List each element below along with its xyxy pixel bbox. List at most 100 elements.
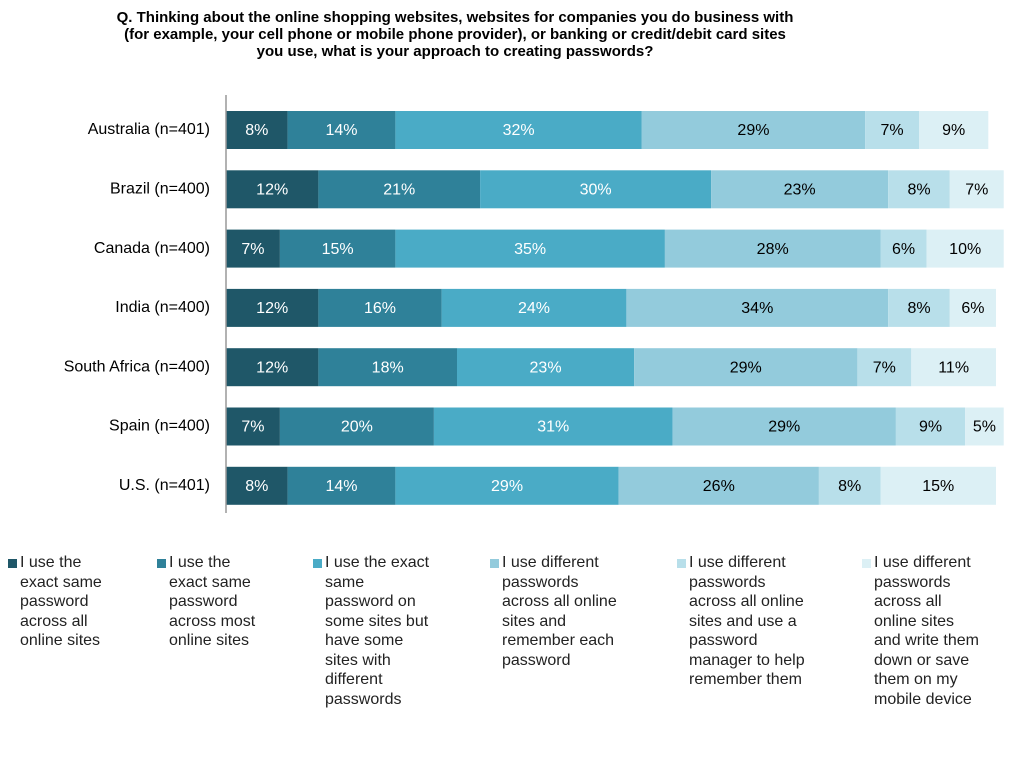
- chart-title: Q. Thinking about the online shopping we…: [116, 9, 794, 60]
- data-label: 12%: [256, 300, 288, 317]
- data-label: 10%: [949, 241, 981, 258]
- bar-segment: [618, 466, 819, 505]
- y-tick-label: South Africa (n=400): [64, 358, 210, 375]
- bar-segment: [949, 170, 1004, 209]
- bar-segment: [226, 407, 280, 446]
- legend-swatch: [862, 559, 871, 568]
- data-label: 16%: [364, 300, 396, 317]
- bar-segment: [395, 466, 619, 505]
- legend-swatch: [157, 559, 166, 568]
- bar-segment: [926, 229, 1004, 268]
- bar-segment: [888, 288, 950, 327]
- data-label: 35%: [514, 241, 546, 258]
- bar-segment: [287, 466, 396, 505]
- data-label: 15%: [922, 478, 954, 495]
- bar-segment: [279, 229, 396, 268]
- bar-segment: [818, 466, 881, 505]
- legend-swatch: [677, 559, 686, 568]
- data-label: 23%: [530, 359, 562, 376]
- data-label: 8%: [907, 182, 930, 199]
- data-label: 7%: [241, 241, 264, 258]
- data-label: 7%: [873, 359, 896, 376]
- bar-segment: [226, 170, 319, 209]
- bar-segment: [634, 348, 858, 387]
- data-label: 9%: [942, 122, 965, 139]
- data-label: 7%: [880, 122, 903, 139]
- legend-label: I use different passwords across all onl…: [502, 554, 617, 669]
- legend-label: I use different passwords across all onl…: [689, 554, 805, 688]
- bar-segment: [919, 111, 989, 149]
- bar-segment: [880, 229, 927, 268]
- data-label: 30%: [580, 182, 612, 199]
- legend-swatch: [8, 559, 17, 568]
- legend-item: I use the exact same password on some si…: [313, 553, 435, 709]
- bar-segment: [911, 348, 996, 387]
- bar-segment: [895, 407, 966, 446]
- legend-label: I use the exact same password on some si…: [325, 554, 430, 708]
- bar-segment: [279, 407, 434, 446]
- data-label: 29%: [768, 419, 800, 436]
- data-label: 20%: [341, 419, 373, 436]
- data-label: 14%: [325, 478, 357, 495]
- data-label: 14%: [325, 122, 357, 139]
- bar-segment: [949, 288, 996, 327]
- legend-swatch: [313, 559, 322, 568]
- legend-item: I use the exact same password across mos…: [157, 553, 273, 651]
- data-label: 7%: [965, 182, 988, 199]
- bar-segment: [626, 288, 889, 327]
- bar-segment: [226, 111, 288, 149]
- data-label: 9%: [919, 419, 942, 436]
- legend-item: I use different passwords across all onl…: [862, 553, 984, 709]
- data-label: 11%: [938, 359, 969, 376]
- legend-swatch: [490, 559, 499, 568]
- data-label: 12%: [256, 182, 288, 199]
- data-label: 7%: [241, 419, 264, 436]
- bar-segment: [965, 407, 1004, 446]
- data-label: 31%: [537, 419, 569, 436]
- bar-segment: [857, 348, 912, 387]
- bar-segment: [226, 466, 288, 505]
- data-label: 8%: [245, 478, 268, 495]
- bar-segment: [318, 288, 442, 327]
- bar-segment: [395, 111, 642, 149]
- bar-segment: [641, 111, 866, 149]
- y-tick-label: Australia (n=401): [88, 121, 210, 138]
- y-tick-label: U.S. (n=401): [119, 477, 210, 494]
- data-label: 12%: [256, 359, 288, 376]
- data-label: 29%: [737, 122, 769, 139]
- data-label: 29%: [491, 478, 523, 495]
- bar-segment: [226, 348, 319, 387]
- data-label: 23%: [784, 182, 816, 199]
- bar-segment: [226, 229, 280, 268]
- data-label: 8%: [838, 478, 861, 495]
- bar-segment: [672, 407, 896, 446]
- legend-item: I use different passwords across all onl…: [490, 553, 624, 670]
- bar-segment: [880, 466, 996, 505]
- legend-label: I use the exact same password across mos…: [169, 554, 256, 649]
- bar-segment: [711, 170, 889, 209]
- data-label: 28%: [757, 241, 789, 258]
- data-label: 18%: [372, 359, 404, 376]
- bar-segment: [441, 288, 627, 327]
- y-tick-label: Canada (n=400): [94, 240, 210, 257]
- legend-item: I use different passwords across all onl…: [677, 553, 811, 690]
- bar-segment: [287, 111, 396, 149]
- bar-segment: [226, 288, 319, 327]
- legend-label: I use the exact same password across all…: [20, 554, 102, 649]
- data-label: 34%: [741, 300, 773, 317]
- bar-segment: [664, 229, 881, 268]
- data-label: 15%: [322, 241, 354, 258]
- data-label: 26%: [703, 478, 735, 495]
- bar-segment: [865, 111, 919, 149]
- bar-segment: [888, 170, 950, 209]
- bar-segment: [318, 170, 481, 209]
- legend-label: I use different passwords across all onl…: [874, 554, 979, 708]
- data-label: 8%: [907, 300, 930, 317]
- y-tick-label: Spain (n=400): [109, 418, 210, 435]
- data-label: 29%: [730, 359, 762, 376]
- bar-segment: [457, 348, 635, 387]
- bar-segment: [480, 170, 712, 209]
- y-tick-label: India (n=400): [115, 299, 210, 316]
- bar-segment: [395, 229, 665, 268]
